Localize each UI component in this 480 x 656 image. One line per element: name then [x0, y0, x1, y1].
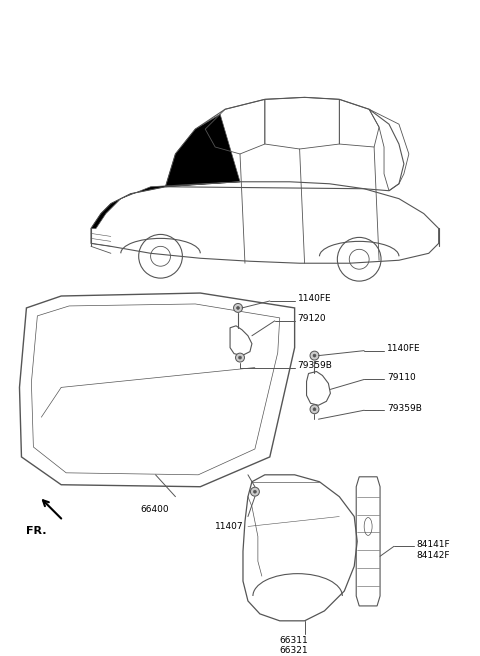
Circle shape: [236, 353, 244, 362]
Circle shape: [234, 304, 242, 312]
Polygon shape: [166, 114, 240, 187]
Text: 66400: 66400: [141, 504, 169, 514]
Circle shape: [251, 487, 259, 496]
Polygon shape: [91, 182, 240, 228]
Circle shape: [310, 405, 319, 414]
Text: 1140FE: 1140FE: [298, 295, 331, 304]
Text: 79110: 79110: [387, 373, 416, 382]
Circle shape: [313, 408, 316, 411]
Text: 1140FE: 1140FE: [387, 344, 420, 353]
Text: 79120: 79120: [298, 314, 326, 323]
Circle shape: [237, 306, 240, 310]
Text: 66321: 66321: [280, 646, 308, 655]
Circle shape: [310, 351, 319, 360]
Circle shape: [253, 490, 256, 493]
Text: 79359B: 79359B: [387, 403, 422, 413]
Text: 79359B: 79359B: [298, 361, 333, 370]
Text: 11407: 11407: [215, 522, 244, 531]
Text: FR.: FR.: [26, 527, 47, 537]
Text: 84142F: 84142F: [417, 551, 450, 560]
Circle shape: [313, 354, 316, 357]
Circle shape: [239, 356, 241, 359]
Text: 84141F: 84141F: [417, 540, 450, 549]
Text: 66311: 66311: [280, 636, 309, 645]
